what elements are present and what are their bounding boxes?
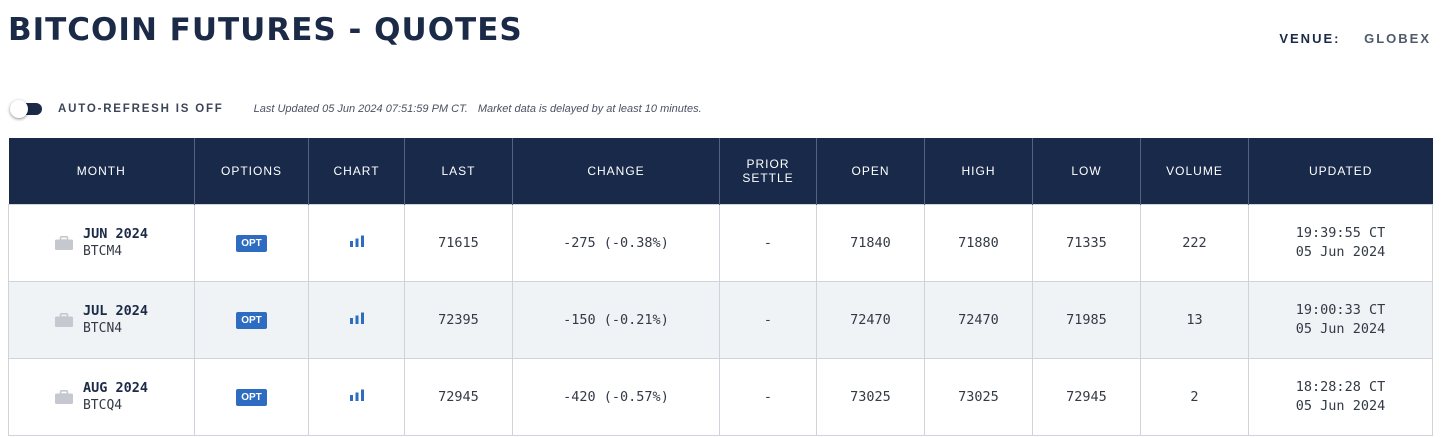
header-options: OPTIONS: [194, 138, 309, 204]
open-cell: 73025: [816, 357, 925, 436]
low-cell: 72945: [1032, 357, 1141, 436]
updated-date: 05 Jun 2024: [1295, 243, 1386, 260]
bar-chart-icon[interactable]: [349, 235, 365, 247]
header-prior-line2: SETTLE: [742, 170, 794, 185]
prior-settle-cell: -: [719, 357, 817, 436]
header-month: MONTH: [8, 138, 195, 204]
header-low: LOW: [1032, 138, 1141, 204]
header-prior-settle: PRIOR SETTLE: [719, 138, 817, 204]
prior-settle-cell: -: [719, 280, 817, 359]
toggle-knob: [10, 100, 28, 118]
high-cell: 72470: [924, 280, 1033, 359]
open-cell: 72470: [816, 280, 925, 359]
table-row: AUG 2024 BTCQ4 OPT 72945 -420 (-0.57%) -…: [8, 357, 1433, 436]
venue-indicator: VENUE: GLOBEX: [1279, 31, 1431, 46]
last-updated-note: Last Updated 05 Jun 2024 07:51:59 PM CT.…: [254, 103, 702, 115]
header-prior-line1: PRIOR: [746, 156, 790, 171]
volume-cell: 222: [1140, 203, 1249, 282]
last-cell: 72945: [404, 357, 513, 436]
updated-cell: 19:00:33 CT 05 Jun 2024: [1248, 280, 1433, 359]
last-updated-text: Last Updated 05 Jun 2024 07:51:59 PM CT.: [253, 103, 468, 115]
month-cell[interactable]: JUL 2024 BTCN4: [8, 280, 195, 359]
header-change: CHANGE: [512, 138, 720, 204]
venue-value[interactable]: GLOBEX: [1364, 31, 1431, 46]
updated-cell: 19:39:55 CT 05 Jun 2024: [1248, 203, 1433, 282]
opt-button[interactable]: OPT: [236, 311, 267, 329]
briefcase-icon: [54, 312, 73, 327]
contract-month: JUN 2024: [82, 225, 149, 242]
month-cell[interactable]: JUN 2024 BTCM4: [8, 203, 195, 282]
header-open: OPEN: [816, 138, 925, 204]
auto-refresh-bar: AUTO-REFRESH IS OFF Last Updated 05 Jun …: [10, 100, 702, 118]
venue-label: VENUE:: [1279, 31, 1341, 46]
high-cell: 71880: [924, 203, 1033, 282]
chart-cell: [308, 357, 405, 436]
opt-button[interactable]: OPT: [236, 234, 267, 252]
table-row: JUL 2024 BTCN4 OPT 72395 -150 (-0.21%) -…: [8, 280, 1433, 359]
contract-code: BTCN4: [82, 320, 123, 336]
high-cell: 73025: [924, 357, 1033, 436]
contract-month: JUL 2024: [82, 302, 149, 319]
prior-settle-cell: -: [719, 203, 817, 282]
table-row: JUN 2024 BTCM4 OPT 71615 -275 (-0.38%) -…: [8, 203, 1433, 282]
auto-refresh-label: AUTO-REFRESH IS OFF: [58, 103, 224, 115]
updated-time: 19:00:33 CT: [1295, 301, 1386, 318]
delay-notice: Market data is delayed by at least 10 mi…: [477, 103, 702, 115]
last-cell: 72395: [404, 280, 513, 359]
month-cell[interactable]: AUG 2024 BTCQ4: [8, 357, 195, 436]
chart-cell: [308, 280, 405, 359]
header-last: LAST: [404, 138, 513, 204]
header-updated: UPDATED: [1248, 138, 1433, 204]
contract-code: BTCM4: [82, 243, 123, 259]
updated-time: 19:39:55 CT: [1295, 224, 1386, 241]
auto-refresh-toggle[interactable]: [10, 100, 42, 118]
page-title: BITCOIN FUTURES - QUOTES: [8, 12, 523, 48]
header-chart: CHART: [308, 138, 405, 204]
chart-cell: [308, 203, 405, 282]
change-cell: -275 (-0.38%): [512, 203, 720, 282]
options-cell: OPT: [194, 357, 309, 436]
open-cell: 71840: [816, 203, 925, 282]
opt-button[interactable]: OPT: [236, 388, 267, 406]
options-cell: OPT: [194, 280, 309, 359]
briefcase-icon: [54, 235, 73, 250]
contract-code: BTCQ4: [82, 397, 123, 413]
table-header-row: MONTH OPTIONS CHART LAST CHANGE PRIOR SE…: [8, 138, 1433, 204]
updated-cell: 18:28:28 CT 05 Jun 2024: [1248, 357, 1433, 436]
volume-cell: 13: [1140, 280, 1249, 359]
last-cell: 71615: [404, 203, 513, 282]
change-cell: -150 (-0.21%): [512, 280, 720, 359]
updated-date: 05 Jun 2024: [1295, 320, 1386, 337]
header-volume: VOLUME: [1140, 138, 1249, 204]
change-cell: -420 (-0.57%): [512, 357, 720, 436]
contract-month: AUG 2024: [82, 379, 149, 396]
bar-chart-icon[interactable]: [349, 312, 365, 324]
updated-time: 18:28:28 CT: [1295, 378, 1386, 395]
options-cell: OPT: [194, 203, 309, 282]
header-high: HIGH: [924, 138, 1033, 204]
quotes-table: MONTH OPTIONS CHART LAST CHANGE PRIOR SE…: [8, 138, 1433, 436]
bar-chart-icon[interactable]: [349, 389, 365, 401]
updated-date: 05 Jun 2024: [1295, 397, 1386, 414]
volume-cell: 2: [1140, 357, 1249, 436]
low-cell: 71985: [1032, 280, 1141, 359]
low-cell: 71335: [1032, 203, 1141, 282]
briefcase-icon: [54, 389, 73, 404]
